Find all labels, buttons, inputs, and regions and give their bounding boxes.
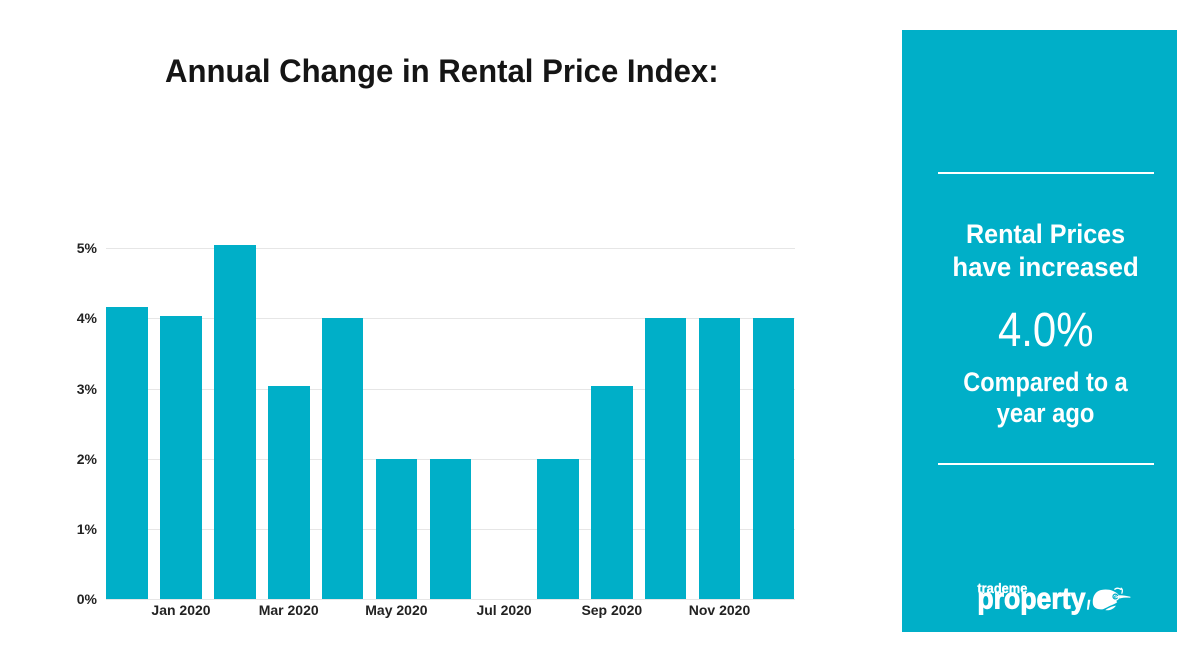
svg-text:trademe: trademe [977, 581, 1027, 596]
svg-text:property: property [977, 582, 1085, 615]
